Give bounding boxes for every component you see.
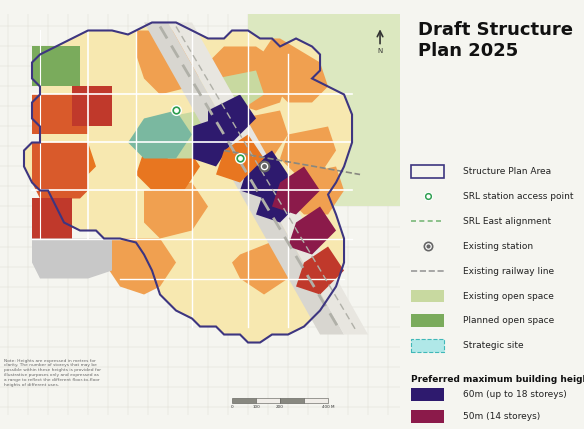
Text: Strategic site: Strategic site	[463, 341, 523, 350]
Polygon shape	[32, 94, 88, 135]
Polygon shape	[256, 175, 304, 223]
Polygon shape	[40, 142, 96, 182]
Polygon shape	[272, 166, 320, 214]
Text: Existing open space: Existing open space	[463, 292, 554, 300]
Bar	[411, 290, 444, 302]
Bar	[256, 398, 280, 402]
Bar	[232, 398, 256, 402]
Polygon shape	[104, 239, 176, 294]
Text: SRL East alignment: SRL East alignment	[463, 217, 551, 226]
Bar	[411, 314, 444, 327]
Text: 100: 100	[252, 405, 260, 408]
Polygon shape	[280, 127, 336, 175]
Text: Note: Heights are expressed in metres for
clarity. The number of storeys that ma: Note: Heights are expressed in metres fo…	[4, 359, 101, 387]
Polygon shape	[208, 94, 256, 142]
Polygon shape	[32, 46, 80, 87]
Polygon shape	[240, 151, 288, 199]
Bar	[280, 398, 304, 402]
Text: Structure Plan Area: Structure Plan Area	[463, 167, 551, 176]
Polygon shape	[144, 182, 208, 239]
Polygon shape	[136, 30, 208, 94]
Text: Existing railway line: Existing railway line	[463, 267, 554, 275]
Text: 0: 0	[231, 405, 234, 408]
Polygon shape	[232, 111, 288, 158]
Polygon shape	[32, 239, 112, 278]
Text: 60m (up to 18 storeys): 60m (up to 18 storeys)	[463, 390, 566, 399]
Polygon shape	[216, 135, 264, 182]
Polygon shape	[216, 70, 264, 111]
Polygon shape	[208, 46, 288, 111]
Text: Existing station: Existing station	[463, 242, 533, 251]
Text: 400 M: 400 M	[322, 405, 334, 408]
Polygon shape	[256, 39, 328, 103]
Polygon shape	[32, 142, 88, 199]
Polygon shape	[232, 239, 296, 294]
Bar	[411, 388, 444, 401]
Bar	[304, 398, 328, 402]
Text: Planned open space: Planned open space	[463, 317, 554, 325]
Polygon shape	[144, 22, 344, 335]
Polygon shape	[24, 22, 352, 342]
Polygon shape	[152, 111, 216, 158]
Polygon shape	[248, 15, 400, 206]
Polygon shape	[296, 247, 344, 294]
Text: Preferred maximum building height: Preferred maximum building height	[411, 375, 584, 384]
Polygon shape	[288, 166, 344, 214]
Text: SRL station access point: SRL station access point	[463, 192, 573, 201]
Text: N: N	[377, 48, 383, 54]
Polygon shape	[136, 142, 200, 190]
Text: Draft Structure
Plan 2025: Draft Structure Plan 2025	[418, 21, 573, 60]
Polygon shape	[128, 111, 192, 158]
Text: 50m (14 storeys): 50m (14 storeys)	[463, 412, 540, 421]
Polygon shape	[192, 118, 232, 166]
Bar	[411, 165, 444, 178]
Polygon shape	[32, 199, 72, 239]
Polygon shape	[72, 87, 112, 127]
Polygon shape	[168, 22, 368, 335]
Bar	[411, 410, 444, 423]
Polygon shape	[288, 206, 336, 254]
Bar	[411, 339, 444, 352]
Text: 200: 200	[276, 405, 284, 408]
